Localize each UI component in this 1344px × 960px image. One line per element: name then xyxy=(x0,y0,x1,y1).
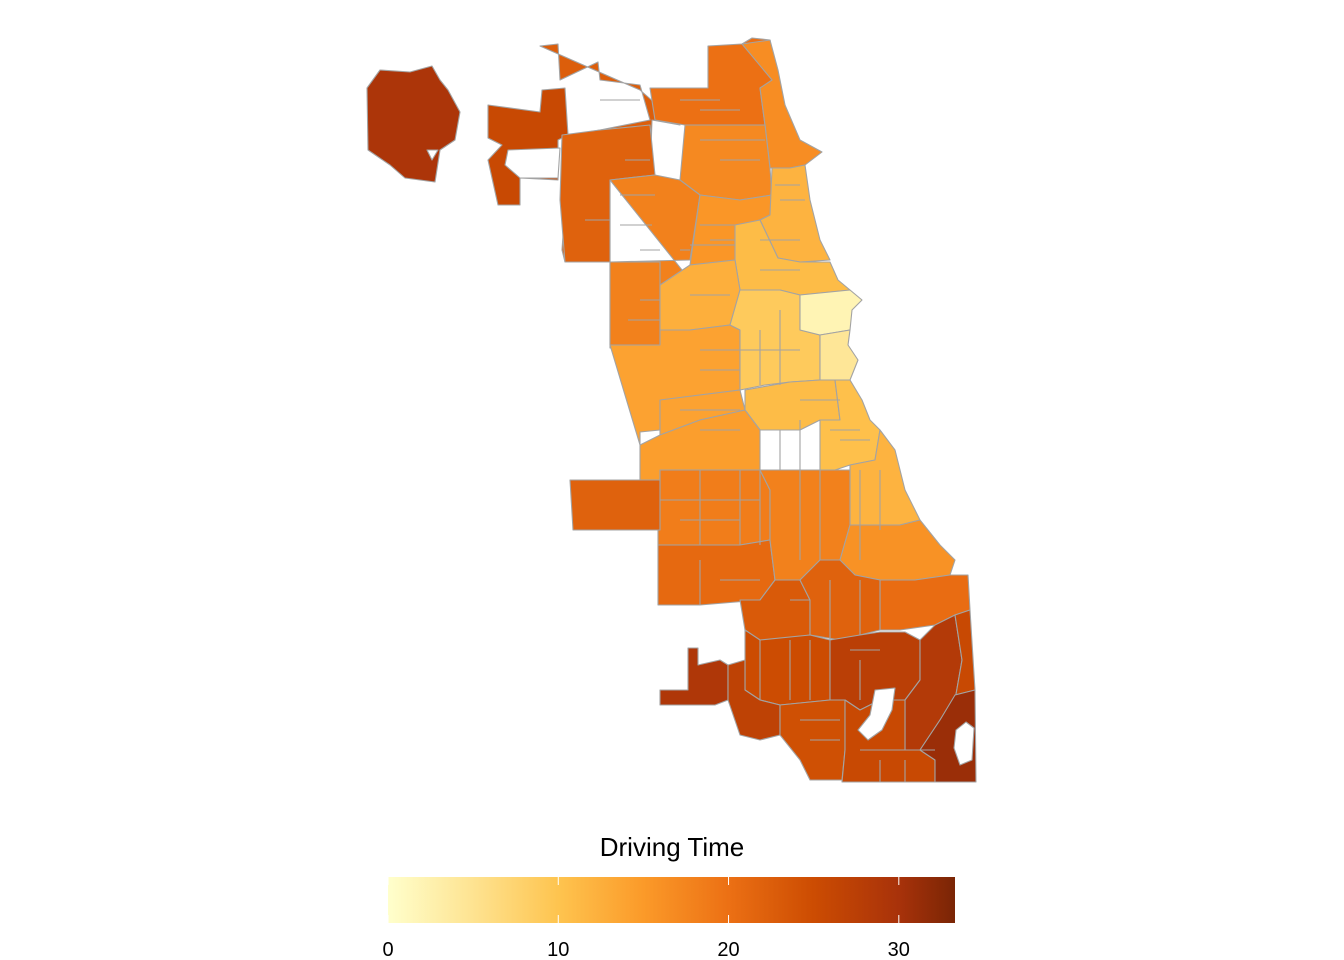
legend-tick-label: 20 xyxy=(717,939,739,960)
region-southwest-far-enclave xyxy=(659,647,729,706)
legend-tick-label: 0 xyxy=(382,939,393,960)
legend-tick-label: 30 xyxy=(888,939,910,960)
region-lakeview xyxy=(759,164,831,263)
region-ohare xyxy=(366,65,461,183)
legend-ticks: 0 10 20 30 xyxy=(382,877,910,960)
region-north-center xyxy=(679,124,773,201)
region-far-northwest-west xyxy=(487,87,569,206)
legend-color-bar xyxy=(388,877,955,923)
region-south-loop xyxy=(819,329,859,381)
region-northwest-mid-west xyxy=(609,261,661,349)
region-clearing xyxy=(569,479,661,531)
legend-tick-label: 10 xyxy=(547,939,569,960)
tract-boundaries xyxy=(585,99,935,782)
color-legend: 0 10 20 30 xyxy=(382,877,955,960)
region-south-shore xyxy=(839,519,956,581)
region-loop xyxy=(799,289,863,336)
region-west-lawn xyxy=(657,539,776,606)
region-garfield-ridge xyxy=(657,469,771,546)
legend-title: Driving Time xyxy=(599,832,745,862)
region-beverly xyxy=(744,629,831,706)
